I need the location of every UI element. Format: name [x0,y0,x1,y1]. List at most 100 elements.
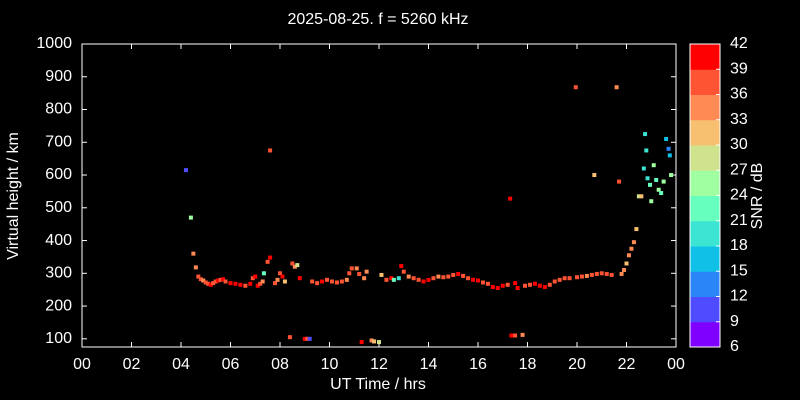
y-tick-label: 900 [45,68,72,85]
y-axis-label: Virtual height / km [5,132,22,260]
data-point [198,277,203,282]
data-point [426,277,431,282]
colorbar-tick-label: 12 [730,288,748,305]
data-point [634,227,639,232]
data-point [193,265,198,270]
data-point [305,336,310,341]
x-tick-label: 14 [420,356,438,373]
plot-frame [81,43,677,348]
data-point [203,280,208,285]
data-point [656,187,661,192]
data-point [275,277,280,282]
data-point [471,277,476,282]
x-tick-label: 06 [222,356,240,373]
data-point [248,281,253,286]
x-tick-label: 02 [123,356,141,373]
data-point [396,276,401,281]
data-point [629,246,634,251]
y-tick-label: 400 [45,232,72,249]
data-point [661,179,666,184]
data-point [357,271,362,276]
colorbar-tick-label: 24 [730,187,748,204]
colorbar-tick-label: 36 [730,86,748,103]
data-point [292,264,297,269]
data-point [315,281,320,286]
colorbar-tick-label: 39 [730,60,748,77]
data-point [513,281,518,286]
colorbar-tick-label: 15 [730,262,748,279]
colorbar-band [690,195,720,222]
data-point [644,148,649,153]
y-tick-label: 200 [45,297,72,314]
chart-title: 2025-08-25. f = 5260 kHz [287,11,468,28]
colorbar-label: SNR / dB [749,163,766,230]
data-point [599,271,604,276]
colorbar-band [690,271,720,297]
x-tick-label: 04 [172,356,190,373]
colorbar-band [690,246,720,272]
y-tick-label: 1000 [36,35,72,52]
colorbar-tick-label: 42 [730,35,748,52]
data-point [589,272,594,277]
data-point [216,278,221,283]
data-point [622,268,627,273]
data-point [399,264,404,269]
x-tick-label: 00 [73,356,91,373]
data-point [278,271,282,276]
data-point [557,277,562,282]
y-tick-label: 300 [45,265,72,282]
data-point [667,153,672,158]
data-point [641,166,646,171]
colorbar-band [690,321,720,348]
data-point [626,253,631,258]
data-point [221,277,226,282]
data-point [584,273,589,278]
data-point [659,191,664,196]
data-point [648,182,653,187]
data-point [261,271,266,276]
data-point [567,276,572,281]
data-point [255,283,260,288]
x-tick-label: 18 [519,356,537,373]
data-point [344,277,349,282]
data-point [268,148,273,153]
data-point [509,333,514,338]
data-point [359,340,364,345]
data-point [480,280,485,285]
data-point [307,336,312,341]
colorbar-tick-label: 33 [730,111,748,128]
data-point [384,277,389,282]
data-point [379,272,384,277]
data-point [320,279,325,284]
data-point [485,281,490,286]
data-point [446,274,451,279]
data-point [579,274,584,279]
data-point [609,272,614,277]
data-point [273,281,278,286]
data-point [520,332,525,337]
colorbar-band [690,94,720,121]
data-point [213,279,218,284]
data-point [372,339,377,344]
data-point [364,269,369,274]
colorbar-tick-label: 21 [730,212,748,229]
data-point [575,275,579,280]
x-tick-label: 10 [321,356,339,373]
data-point [617,179,622,184]
colorbar-band [690,296,720,323]
data-point [441,275,446,280]
data-point [416,277,421,282]
data-point [233,281,238,286]
data-point [532,281,537,286]
colorbar-tick-label: 30 [730,136,748,153]
data-point [461,273,466,278]
data-point [508,196,513,201]
data-point [243,283,248,288]
data-point [290,261,295,266]
data-point [523,283,528,288]
data-point [451,272,456,277]
data-point [250,276,255,281]
data-point [265,259,270,264]
data-point [297,276,302,281]
